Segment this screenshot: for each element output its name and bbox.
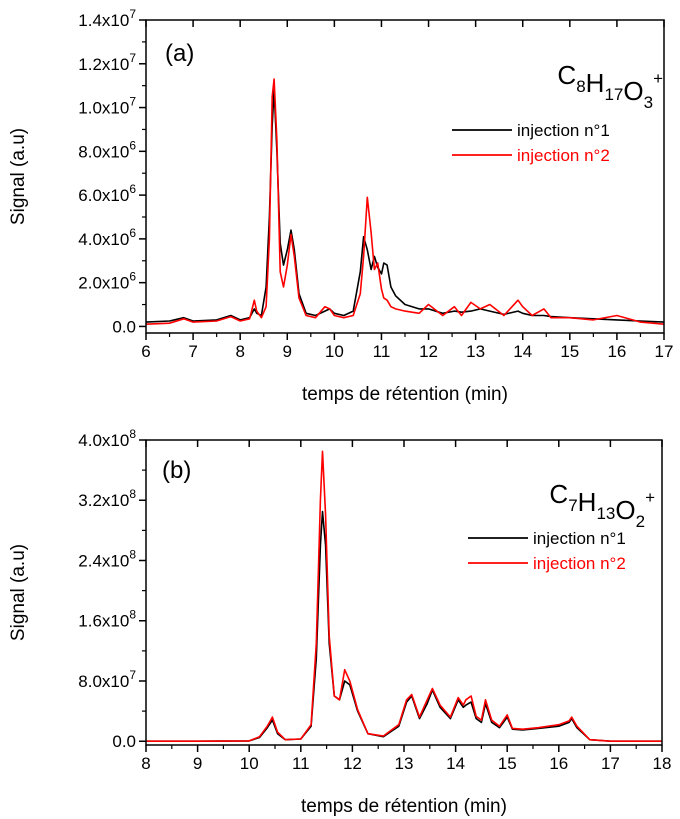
series-line-2 xyxy=(146,450,662,742)
legend-label-2: injection n°2 xyxy=(533,554,626,573)
x-tick-label: 10 xyxy=(240,754,259,773)
x-tick-label: 17 xyxy=(601,754,620,773)
panel-b: 8 9 10 11 12 13 14 15 16 17 18 0.0 8.0x107 1.6x108 2.4… xyxy=(8,427,671,817)
legend-label-1: injection n°1 xyxy=(517,121,610,140)
x-tick-label: 18 xyxy=(653,754,672,773)
x-tick-label: 16 xyxy=(549,754,568,773)
x-tick-label: 12 xyxy=(419,342,438,361)
x-tick-label: 14 xyxy=(513,342,532,361)
x-tick-label: 15 xyxy=(498,754,517,773)
panel-label: (b) xyxy=(162,457,191,484)
y-tick-label: 3.2x108 xyxy=(78,487,136,510)
x-tick-label: 12 xyxy=(343,754,362,773)
x-tick-label: 9 xyxy=(193,754,202,773)
y-tick-label: 2.4x108 xyxy=(78,547,136,570)
y-tick-label: 0.0 xyxy=(112,317,136,336)
x-tick-label: 11 xyxy=(292,754,310,773)
y-axis-label: Signal (a.u) xyxy=(8,128,29,225)
ion-formula: C8H17O3+ xyxy=(557,60,663,112)
x-tick-label: 11 xyxy=(373,342,391,361)
y-axis-label: Signal (a.u) xyxy=(8,544,29,641)
y-tick-label: 1.0x107 xyxy=(78,95,136,118)
x-tick-label: 7 xyxy=(188,342,197,361)
ion-formula: C7H13O2+ xyxy=(549,479,655,531)
x-tick-label: 9 xyxy=(283,342,292,361)
x-tick-label: 15 xyxy=(560,342,579,361)
series-line-2 xyxy=(146,78,664,325)
y-tick-label: 8.0x107 xyxy=(78,668,136,691)
y-tick-label: 1.2x107 xyxy=(78,51,136,74)
x-axis-label: temps de rétention (min) xyxy=(301,796,507,817)
plot-frame xyxy=(145,439,663,746)
y-tick-label: 1.4x107 xyxy=(78,7,136,30)
legend-label-2: injection n°2 xyxy=(517,146,610,165)
panel-a: 6 7 8 9 10 11 12 13 14 15 16 17 0.0 2.0x106 4.0x106 6.0… xyxy=(8,7,673,405)
y-tick-label: 2.0x106 xyxy=(78,270,136,293)
y-tick-label: 4.0x108 xyxy=(78,427,136,450)
x-tick-label: 17 xyxy=(655,342,674,361)
y-tick-label: 0.0 xyxy=(112,732,136,751)
x-tick-label: 13 xyxy=(466,342,485,361)
x-tick-label: 8 xyxy=(235,342,244,361)
x-tick-label: 13 xyxy=(395,754,414,773)
x-tick-label: 14 xyxy=(446,754,465,773)
y-tick-label: 8.0x106 xyxy=(78,138,136,161)
y-tick-label: 4.0x106 xyxy=(78,226,136,249)
plot-frame xyxy=(145,19,665,334)
x-tick-label: 16 xyxy=(607,342,626,361)
x-tick-label: 10 xyxy=(325,342,344,361)
y-tick-label: 6.0x106 xyxy=(78,182,136,205)
y-tick-label: 1.6x108 xyxy=(78,608,136,631)
x-tick-label: 8 xyxy=(141,754,150,773)
x-tick-label: 6 xyxy=(141,342,150,361)
x-axis-label: temps de rétention (min) xyxy=(302,384,508,405)
panel-label: (a) xyxy=(165,40,194,67)
legend-label-1: injection n°1 xyxy=(533,529,626,548)
